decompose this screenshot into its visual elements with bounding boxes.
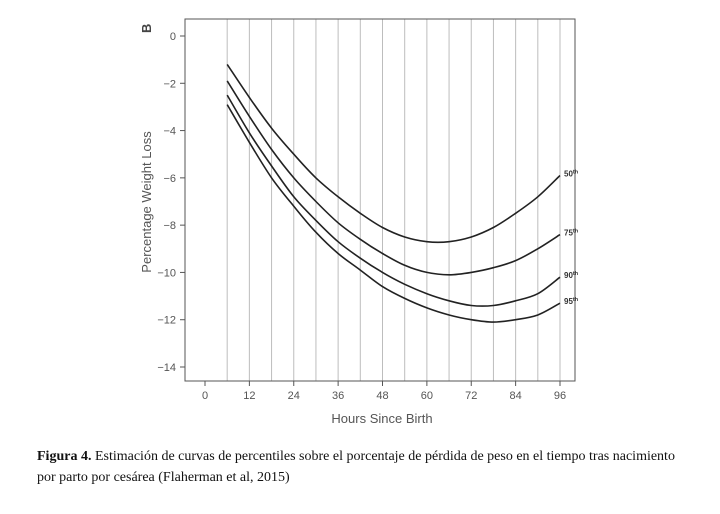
ticks-layer: 0 12 24 36 48 60 72 84 96 0 −2 −4 −6 −8 −10 −12 −14 <box>157 31 566 402</box>
figure-caption: Figura 4. Estimación de curvas de percen… <box>37 446 697 488</box>
series-label-95th: 95th <box>564 297 579 306</box>
series-label-50th: 50th <box>564 169 579 178</box>
axes-layer <box>185 19 575 381</box>
x-tick-label: 84 <box>510 390 522 402</box>
y-tick-label: −4 <box>163 126 176 138</box>
x-axis-title: Hours Since Birth <box>331 411 432 426</box>
y-tick-label: −2 <box>163 78 176 90</box>
y-tick-label: −8 <box>163 220 176 232</box>
panel-letter: B <box>139 24 154 33</box>
x-tick-label: 36 <box>332 390 344 402</box>
y-tick-label: 0 <box>170 31 176 43</box>
series-line-75th <box>227 81 560 275</box>
series-label-75th: 75th <box>564 229 579 238</box>
plot-frame <box>185 19 575 381</box>
x-tick-label: 60 <box>421 390 433 402</box>
x-tick-label: 48 <box>376 390 388 402</box>
y-tick-label: −12 <box>157 315 176 327</box>
caption-text: Estimación de curvas de percentiles sobr… <box>37 449 675 485</box>
x-tick-label: 24 <box>288 390 300 402</box>
series-labels-layer: 50th 75th 90th 95th <box>564 169 579 306</box>
series-line-50th <box>227 64 560 242</box>
series-label-90th: 90th <box>564 271 579 280</box>
caption-heading: Figura 4. <box>37 449 91 464</box>
series-line-95th <box>227 105 560 323</box>
y-tick-label: −10 <box>157 267 176 279</box>
y-tick-label: −6 <box>163 173 176 185</box>
grid-layer <box>227 19 560 381</box>
x-tick-label: 0 <box>202 390 208 402</box>
weight-loss-chart: 0 12 24 36 48 60 72 84 96 0 −2 −4 −6 −8 −10 −12 −14 50th… <box>0 0 720 440</box>
y-axis-title: Percentage Weight Loss <box>139 131 154 273</box>
series-layer <box>227 64 560 322</box>
x-tick-label: 72 <box>465 390 477 402</box>
x-tick-label: 12 <box>243 390 255 402</box>
series-line-90th <box>227 95 560 306</box>
y-tick-label: −14 <box>157 362 176 374</box>
x-tick-label: 96 <box>554 390 566 402</box>
